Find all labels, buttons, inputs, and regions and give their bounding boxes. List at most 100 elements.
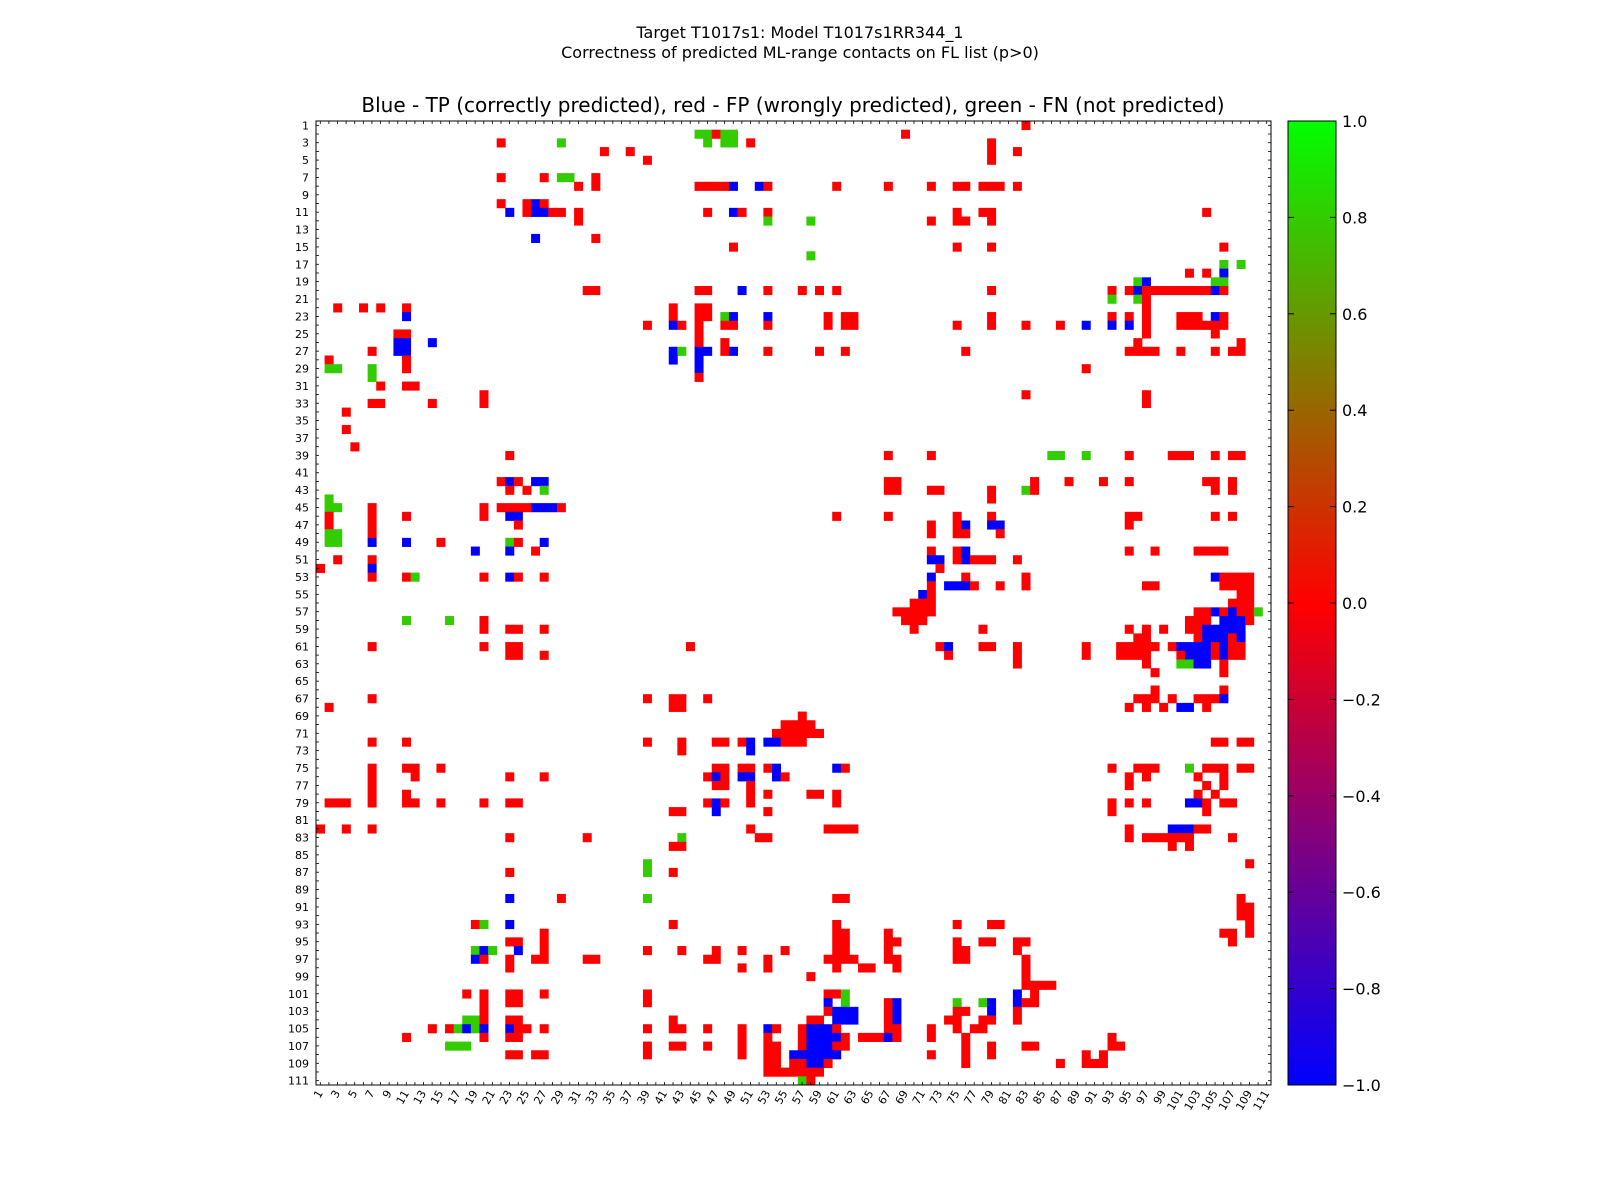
contact-cell [1202, 616, 1212, 626]
y-tick-label: 31 [295, 380, 309, 393]
contact-cell [1219, 642, 1229, 652]
contact-cell [823, 1006, 833, 1016]
contact-cell [995, 919, 1005, 930]
contact-cell [1193, 312, 1203, 322]
contact-cell [367, 346, 377, 356]
contact-cell [703, 346, 713, 356]
contact-cell [832, 928, 842, 938]
contact-cell [840, 946, 850, 956]
contact-cell [1227, 833, 1237, 843]
contact-cell [531, 199, 541, 209]
contact-cell [1141, 346, 1151, 356]
x-tick-label: 85 [1030, 1088, 1048, 1107]
contact-cell [402, 1032, 412, 1042]
contact-cell [901, 616, 911, 626]
contact-cell [840, 893, 850, 904]
contact-cell [1210, 624, 1220, 634]
contact-cell [410, 798, 420, 808]
contact-cell [1141, 303, 1151, 313]
contact-cell [720, 138, 730, 148]
contact-cell [987, 1006, 997, 1016]
contact-cell [694, 320, 704, 330]
contact-cell [987, 181, 997, 191]
contact-cell [479, 624, 489, 634]
contact-cell [1193, 789, 1203, 799]
contact-cell [668, 1024, 678, 1034]
y-tick-label: 9 [302, 189, 309, 202]
contact-cell [892, 485, 902, 495]
contact-cell [324, 520, 334, 530]
contact-cell [763, 954, 773, 964]
contact-cell [436, 763, 446, 773]
contact-cell [720, 798, 730, 808]
contact-cell [840, 928, 850, 938]
contact-cell [815, 1050, 825, 1060]
x-tick-label: 3 [328, 1088, 343, 1101]
contact-cell [1012, 1015, 1022, 1025]
contact-cell [367, 789, 377, 799]
contact-cell [1141, 763, 1151, 773]
contact-cell [987, 1015, 997, 1025]
contact-cell [1038, 980, 1048, 990]
contact-cell [1133, 294, 1143, 304]
contact-cell [496, 173, 506, 183]
contact-cell [728, 207, 738, 217]
y-tick-label: 5 [302, 154, 309, 167]
x-tick-label: 29 [549, 1088, 567, 1107]
contact-cell [367, 398, 377, 408]
contact-cell [892, 1024, 902, 1034]
contact-cell [402, 338, 412, 348]
contact-cell [565, 173, 575, 183]
contact-cell [470, 954, 480, 964]
contact-cell [797, 286, 807, 296]
contact-cell [1193, 320, 1203, 330]
contact-cell [1021, 972, 1031, 982]
contact-cell [539, 1024, 549, 1034]
contact-cell [969, 1024, 979, 1034]
contact-cell [952, 181, 962, 191]
contact-cell [539, 928, 549, 938]
contact-cell [522, 1024, 532, 1034]
contact-cell [883, 511, 893, 521]
contact-cell [1219, 650, 1229, 660]
contact-cell [1150, 763, 1160, 773]
contact-cell [1107, 294, 1117, 304]
x-tick-label: 81 [996, 1088, 1014, 1107]
contact-cell [737, 207, 747, 217]
contact-cell [1141, 329, 1151, 339]
x-tick-label: 107 [1216, 1088, 1238, 1113]
contact-cell [462, 1024, 472, 1034]
contact-cell [402, 789, 412, 799]
contact-cell [1210, 277, 1220, 287]
contact-cell [591, 181, 601, 191]
contact-cell [505, 207, 515, 217]
contact-cell [746, 763, 756, 773]
contact-cell [1021, 954, 1031, 964]
contact-cell [1141, 398, 1151, 408]
contact-cell [488, 946, 498, 956]
y-tick-label: 25 [295, 328, 309, 341]
contact-cell [952, 216, 962, 226]
contact-cell [995, 529, 1005, 539]
contact-cell [771, 772, 781, 782]
contact-cell [771, 1058, 781, 1069]
contact-cell [849, 1015, 859, 1025]
contact-cell [832, 1032, 842, 1042]
contact-cell [402, 572, 412, 582]
y-tick-label: 15 [295, 241, 309, 254]
contact-cell [694, 129, 704, 139]
contact-cell [367, 555, 377, 565]
contact-cell [944, 642, 954, 652]
contact-cell [694, 355, 704, 365]
contact-cell [513, 798, 523, 808]
y-tick-label: 53 [295, 571, 309, 584]
contact-cell [539, 207, 549, 217]
x-tick-label: 83 [1013, 1088, 1031, 1107]
contact-cell [961, 946, 971, 956]
contact-cell [797, 720, 807, 730]
contact-cell [1141, 633, 1151, 643]
contact-cell [806, 1076, 816, 1086]
contact-cell [1159, 286, 1169, 296]
contact-cell [479, 954, 489, 964]
contact-cell [1219, 268, 1229, 278]
